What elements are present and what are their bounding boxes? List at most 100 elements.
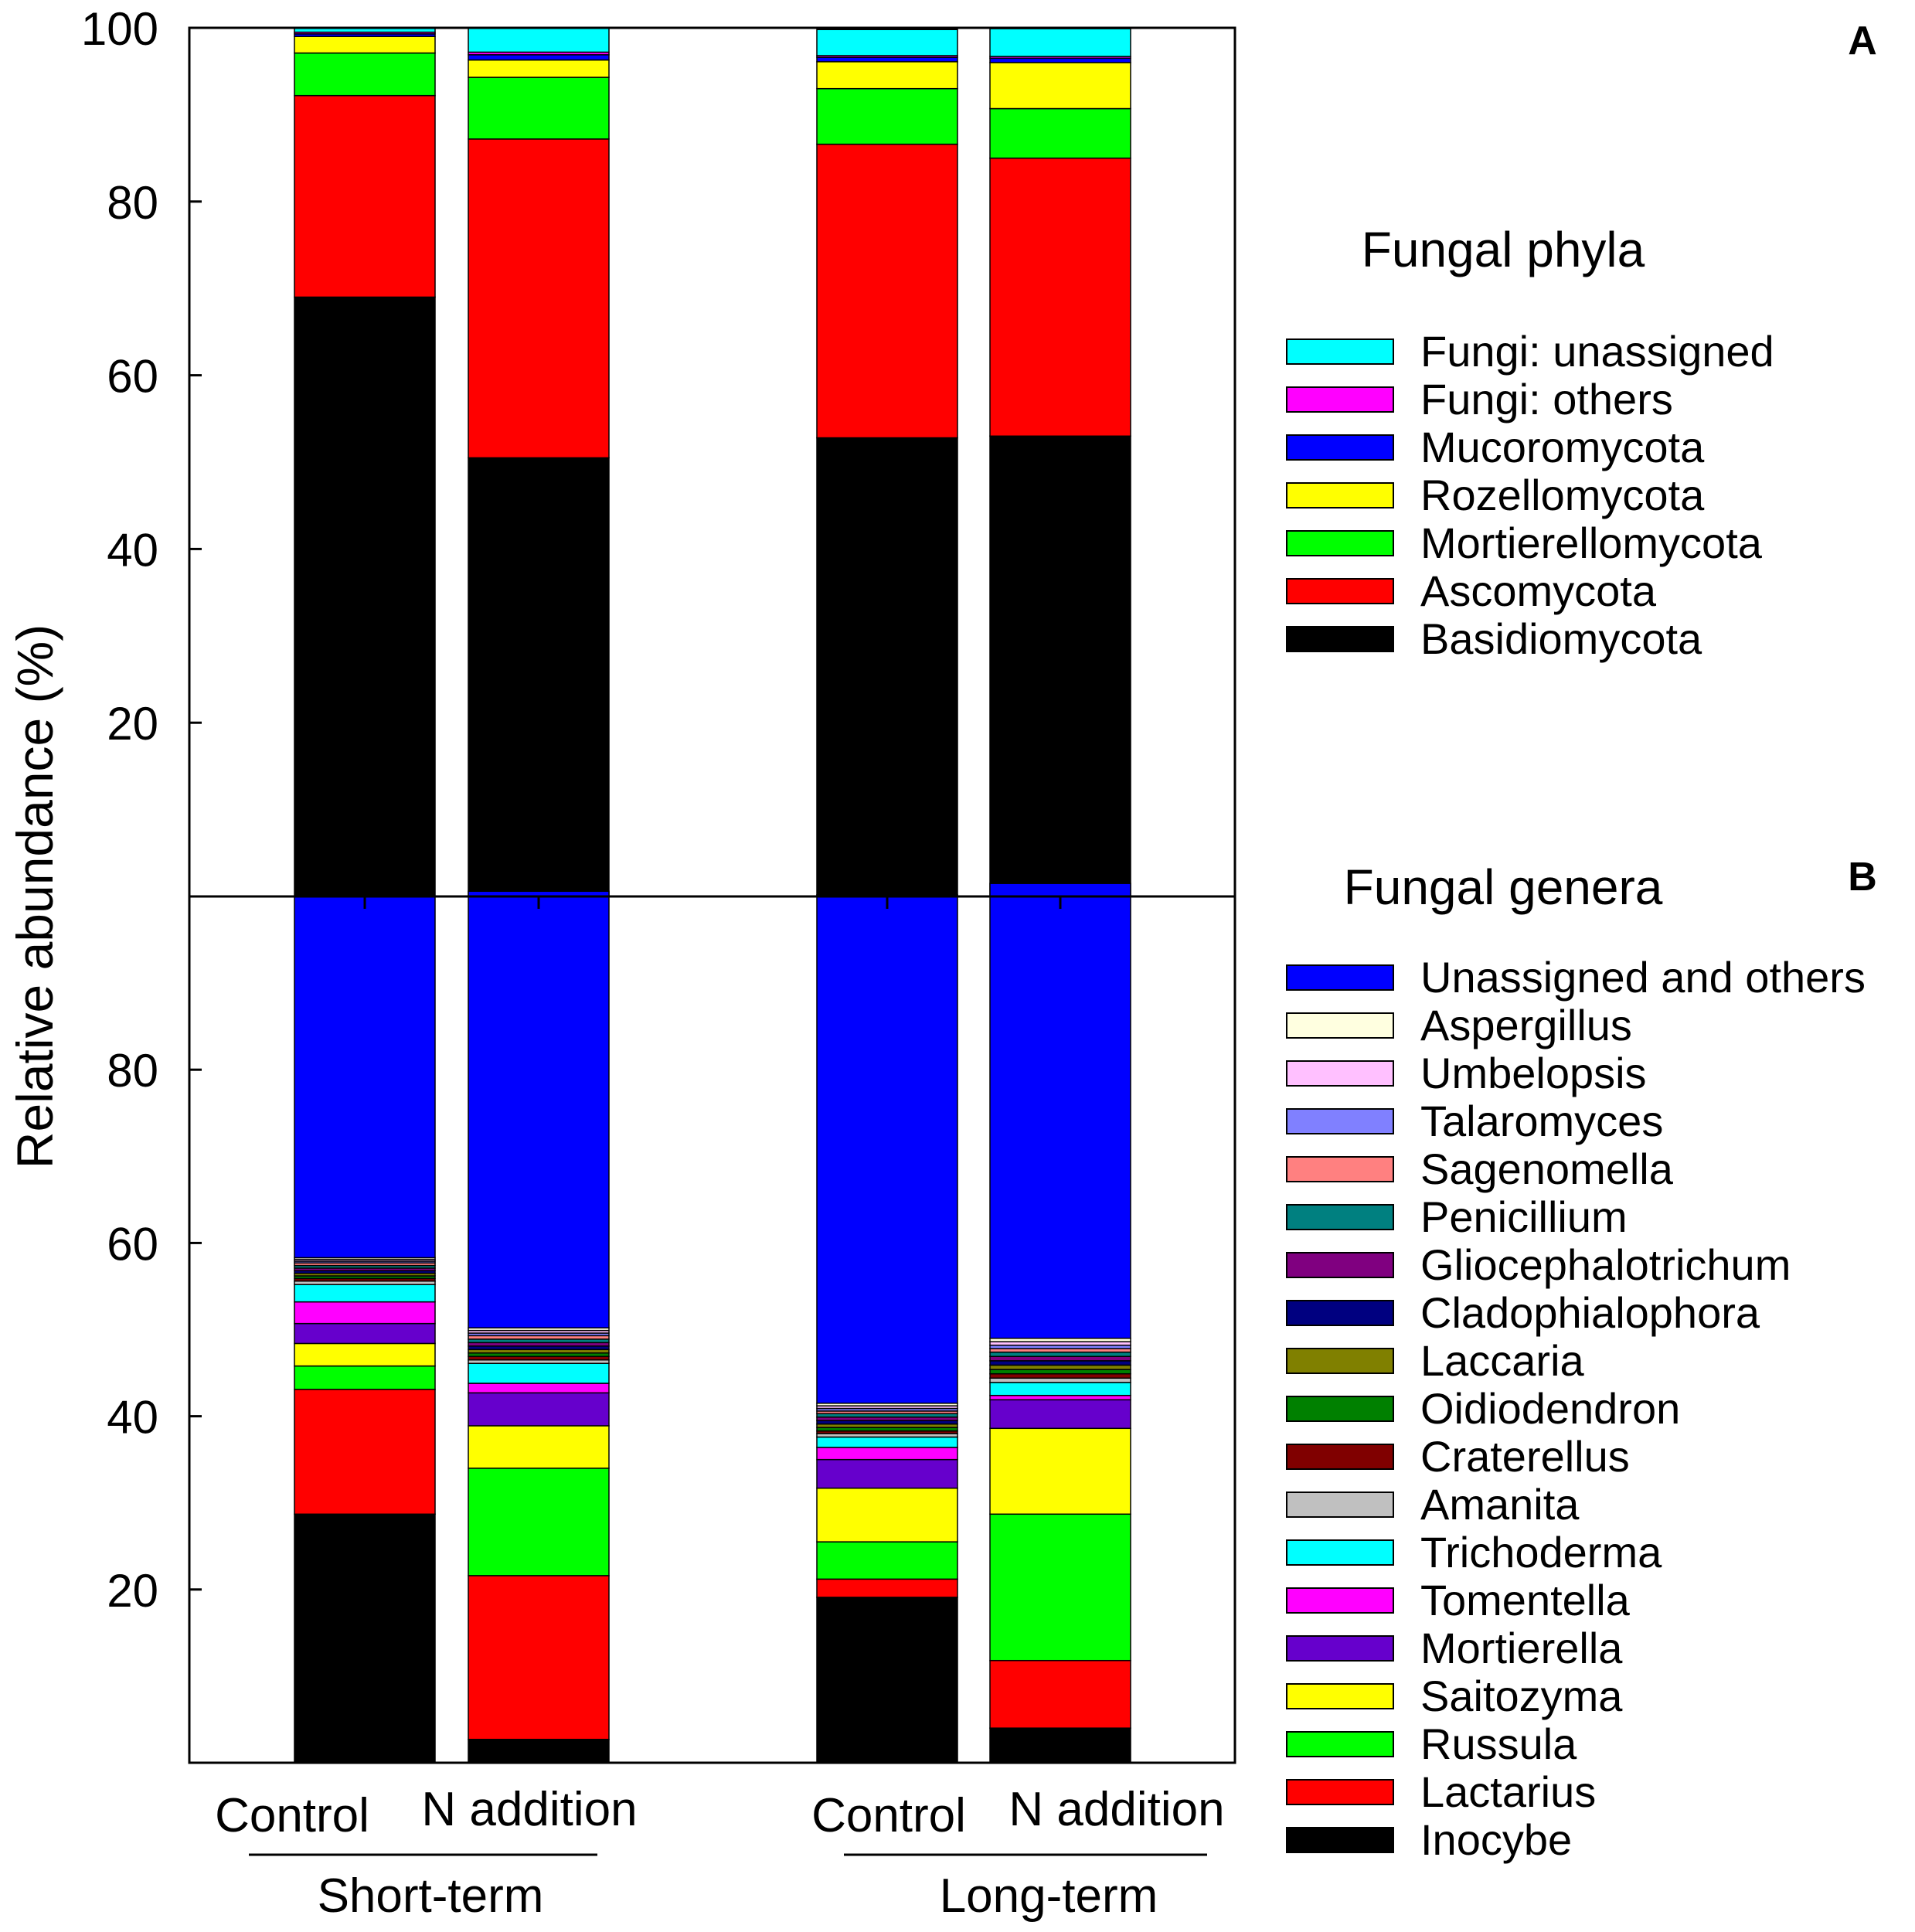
bar-segment-unassigned-and-others-panel-b-bar-4	[989, 883, 1131, 1339]
bar-segment-saitozyma-panel-b-bar-3	[816, 1487, 958, 1543]
bar-segment-mortierellomycota-panel-a-bar-1	[294, 52, 436, 97]
legend-label: Saitozyma	[1420, 1672, 1623, 1720]
legend-label: Craterellus	[1420, 1432, 1630, 1481]
bar-segment-penicillium-panel-b-bar-4	[989, 1351, 1131, 1358]
x-group-label: Short-term	[318, 1869, 544, 1923]
panel-label-b: B	[1848, 855, 1877, 900]
bar-segment-fungi-unassigned-panel-a-bar-4	[989, 28, 1131, 57]
bar-segment-inocybe-panel-b-bar-3	[816, 1597, 958, 1764]
bar-segment-trichoderma-panel-b-bar-2	[468, 1362, 610, 1384]
bar-segment-russula-panel-b-bar-3	[816, 1541, 958, 1580]
bar-segment-oidiodendron-panel-b-bar-4	[989, 1369, 1131, 1375]
bar-segment-amanita-panel-b-bar-4	[989, 1377, 1131, 1383]
x-group-label: Long-term	[940, 1869, 1158, 1923]
bar-segment-tomentella-panel-b-bar-2	[468, 1383, 610, 1394]
legend-swatch	[1286, 1300, 1394, 1326]
y-tick-label: 40	[107, 524, 158, 576]
legend-swatch	[1286, 1444, 1394, 1470]
legend-swatch	[1286, 530, 1394, 556]
bar-segment-lactarius-panel-b-bar-3	[816, 1578, 958, 1598]
legend-swatch	[1286, 1108, 1394, 1134]
legend-swatch	[1286, 1492, 1394, 1518]
y-ticks: 20 40 60 80 100 20 40 60 80	[81, 3, 202, 1617]
legend-label: Trichoderma	[1420, 1528, 1662, 1577]
legend-label: Fungi: unassigned	[1420, 327, 1774, 376]
legend-label: Oidiodendron	[1420, 1384, 1680, 1433]
panel-label-a: A	[1848, 19, 1877, 63]
legend-label: Inocybe	[1420, 1815, 1572, 1864]
bar-segment-tomentella-panel-b-bar-3	[816, 1447, 958, 1461]
y-tick-label: 20	[107, 698, 158, 750]
legend-title: Fungal genera	[1344, 859, 1663, 915]
legend-swatch	[1286, 1827, 1394, 1853]
legend-label: Umbelopsis	[1420, 1049, 1647, 1097]
bar-segment-mucoromycota-panel-a-bar-3	[816, 56, 958, 63]
y-tick-label: 80	[107, 177, 158, 229]
bar-segment-mucoromycota-panel-a-bar-4	[989, 57, 1131, 63]
legend-label: Fungi: others	[1420, 375, 1673, 423]
legend-label: Penicillium	[1420, 1192, 1628, 1241]
bar-segment-lactarius-panel-b-bar-4	[989, 1659, 1131, 1729]
legend-label: Talaromyces	[1420, 1097, 1663, 1145]
bar-segment-saitozyma-panel-b-bar-2	[468, 1425, 610, 1469]
x-category-label: Control	[215, 1789, 369, 1842]
bar-segment-basidiomycota-panel-a-bar-4	[989, 435, 1131, 897]
bar-segment-rozellomycota-panel-a-bar-3	[816, 61, 958, 90]
legend-label: Aspergillus	[1420, 1001, 1632, 1049]
y-axis-title: Relative abundance (%)	[6, 624, 63, 1168]
legend-label: Sagenomella	[1420, 1145, 1674, 1193]
bar-segment-basidiomycota-panel-a-bar-3	[816, 437, 958, 897]
legend-swatch	[1286, 1779, 1394, 1805]
bar-segment-trichoderma-panel-b-bar-1	[294, 1284, 436, 1303]
bar-segment-ascomycota-panel-a-bar-4	[989, 157, 1131, 437]
bar-segment-mortierella-panel-b-bar-2	[468, 1392, 610, 1427]
legend-swatch	[1286, 1060, 1394, 1087]
bar-segment-mortierella-panel-b-bar-1	[294, 1322, 436, 1345]
bar-segment-russula-panel-b-bar-2	[468, 1468, 610, 1577]
legend-swatch	[1286, 1348, 1394, 1374]
bar-segment-craterellus-panel-b-bar-4	[989, 1372, 1131, 1379]
bar-segment-ascomycota-panel-a-bar-3	[816, 143, 958, 439]
y-tick-label: 100	[81, 3, 158, 55]
legend-swatch	[1286, 578, 1394, 604]
bar-segment-mortierella-panel-b-bar-3	[816, 1458, 958, 1489]
bar-segment-trichoderma-panel-b-bar-4	[989, 1382, 1131, 1396]
x-category-label: Control	[811, 1789, 966, 1842]
bar-segment-unassigned-and-others-panel-b-bar-1	[294, 896, 436, 1259]
legend-label: Ascomycota	[1420, 566, 1657, 615]
bar-segment-cladophialophora-panel-b-bar-4	[989, 1360, 1131, 1366]
bar-segment-rozellomycota-panel-a-bar-2	[468, 59, 610, 78]
bar-segment-trichoderma-panel-b-bar-3	[816, 1436, 958, 1448]
bar-segment-rozellomycota-panel-a-bar-4	[989, 62, 1131, 110]
bar-segment-laccaria-panel-b-bar-4	[989, 1364, 1131, 1370]
legend-label: Lactarius	[1420, 1767, 1596, 1816]
legend-swatch	[1286, 1731, 1394, 1757]
legend-swatch	[1286, 1012, 1394, 1039]
bar-segment-unassigned-and-others-panel-b-bar-3	[816, 894, 958, 1404]
bar-segment-mortierellomycota-panel-a-bar-3	[816, 87, 958, 145]
legend-label: Basidiomycota	[1420, 614, 1702, 663]
bar-segment-mortierella-panel-b-bar-4	[989, 1399, 1131, 1430]
legend-label: Mortierellomycota	[1420, 519, 1763, 567]
bar-segment-mortierellomycota-panel-a-bar-2	[468, 77, 610, 140]
legend-label: Mortierella	[1420, 1624, 1623, 1672]
legend-swatch	[1286, 626, 1394, 652]
y-tick-label: 40	[107, 1392, 158, 1444]
legend-swatch	[1286, 1396, 1394, 1422]
y-tick-label: 80	[107, 1045, 158, 1097]
legend-label: Laccaria	[1420, 1336, 1585, 1385]
legend-label: Rozellomycota	[1420, 471, 1705, 519]
legend-swatch	[1286, 964, 1394, 991]
y-tick-label: 60	[107, 1218, 158, 1270]
bar-segment-ascomycota-panel-a-bar-1	[294, 94, 436, 298]
legend-label: Cladophialophora	[1420, 1288, 1760, 1337]
legend-label: Mucoromycota	[1420, 423, 1705, 471]
bar-segment-unassigned-and-others-panel-b-bar-2	[468, 890, 610, 1329]
legend-swatch	[1286, 482, 1394, 509]
legend-label: Unassigned and others	[1420, 953, 1866, 1002]
legend-label: Amanita	[1420, 1480, 1580, 1529]
legend-swatch	[1286, 386, 1394, 413]
legend-swatch	[1286, 338, 1394, 365]
